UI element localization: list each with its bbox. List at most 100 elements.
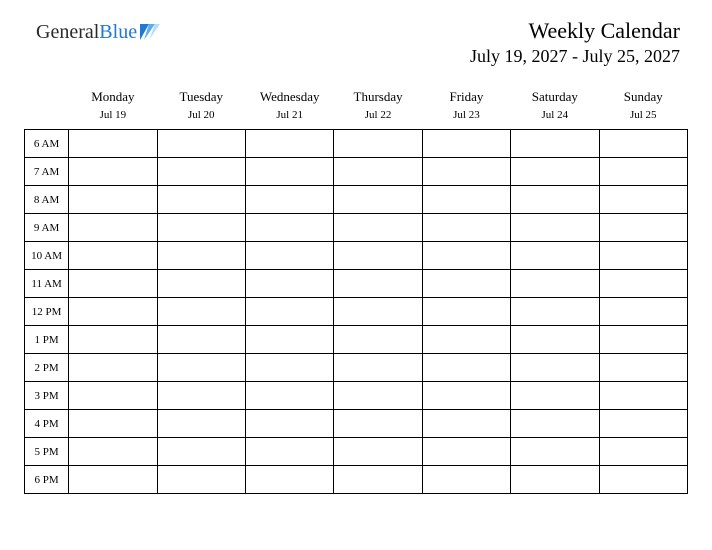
- time-slot[interactable]: [334, 354, 422, 382]
- time-slot[interactable]: [511, 382, 599, 410]
- time-slot[interactable]: [69, 270, 157, 298]
- time-slot[interactable]: [422, 382, 510, 410]
- time-slot[interactable]: [157, 242, 245, 270]
- time-slot[interactable]: [245, 214, 333, 242]
- time-slot[interactable]: [69, 326, 157, 354]
- time-slot[interactable]: [422, 270, 510, 298]
- time-slot[interactable]: [69, 158, 157, 186]
- day-name: Tuesday: [159, 89, 243, 105]
- time-slot[interactable]: [511, 130, 599, 158]
- time-slot[interactable]: [245, 298, 333, 326]
- time-slot[interactable]: [422, 326, 510, 354]
- hour-label: 8 AM: [25, 186, 69, 214]
- time-slot[interactable]: [334, 130, 422, 158]
- time-slot[interactable]: [511, 298, 599, 326]
- time-slot[interactable]: [511, 466, 599, 494]
- hour-row: 3 PM: [25, 382, 688, 410]
- time-slot[interactable]: [245, 270, 333, 298]
- time-slot[interactable]: [69, 186, 157, 214]
- time-slot[interactable]: [69, 354, 157, 382]
- time-slot[interactable]: [511, 186, 599, 214]
- time-slot[interactable]: [511, 158, 599, 186]
- time-slot[interactable]: [69, 242, 157, 270]
- time-slot[interactable]: [422, 214, 510, 242]
- time-slot[interactable]: [599, 298, 687, 326]
- time-slot[interactable]: [157, 270, 245, 298]
- time-slot[interactable]: [599, 158, 687, 186]
- time-slot[interactable]: [334, 326, 422, 354]
- time-slot[interactable]: [245, 158, 333, 186]
- time-slot[interactable]: [422, 438, 510, 466]
- time-slot[interactable]: [157, 354, 245, 382]
- time-slot[interactable]: [245, 326, 333, 354]
- time-slot[interactable]: [422, 298, 510, 326]
- time-slot[interactable]: [511, 438, 599, 466]
- time-slot[interactable]: [599, 326, 687, 354]
- time-slot[interactable]: [69, 130, 157, 158]
- time-slot[interactable]: [334, 382, 422, 410]
- time-slot[interactable]: [511, 242, 599, 270]
- time-slot[interactable]: [157, 438, 245, 466]
- time-slot[interactable]: [599, 466, 687, 494]
- time-slot[interactable]: [599, 242, 687, 270]
- time-slot[interactable]: [245, 186, 333, 214]
- time-slot[interactable]: [334, 298, 422, 326]
- time-slot[interactable]: [245, 354, 333, 382]
- time-slot[interactable]: [157, 130, 245, 158]
- time-slot[interactable]: [599, 382, 687, 410]
- time-slot[interactable]: [157, 410, 245, 438]
- time-slot[interactable]: [334, 214, 422, 242]
- hour-row: 7 AM: [25, 158, 688, 186]
- time-slot[interactable]: [69, 438, 157, 466]
- time-slot[interactable]: [157, 158, 245, 186]
- time-slot[interactable]: [599, 270, 687, 298]
- time-slot[interactable]: [157, 466, 245, 494]
- time-slot[interactable]: [334, 438, 422, 466]
- time-slot[interactable]: [599, 410, 687, 438]
- day-name: Friday: [424, 89, 508, 105]
- time-slot[interactable]: [157, 186, 245, 214]
- time-slot[interactable]: [422, 158, 510, 186]
- time-slot[interactable]: [69, 410, 157, 438]
- time-slot[interactable]: [422, 186, 510, 214]
- hour-row: 1 PM: [25, 326, 688, 354]
- time-slot[interactable]: [511, 270, 599, 298]
- time-slot[interactable]: [511, 326, 599, 354]
- time-slot[interactable]: [599, 186, 687, 214]
- time-slot[interactable]: [422, 242, 510, 270]
- time-slot[interactable]: [245, 130, 333, 158]
- time-slot[interactable]: [69, 382, 157, 410]
- time-slot[interactable]: [245, 242, 333, 270]
- time-slot[interactable]: [334, 466, 422, 494]
- time-slot[interactable]: [511, 354, 599, 382]
- time-slot[interactable]: [422, 354, 510, 382]
- time-slot[interactable]: [511, 214, 599, 242]
- time-slot[interactable]: [69, 214, 157, 242]
- time-slot[interactable]: [157, 214, 245, 242]
- time-slot[interactable]: [69, 466, 157, 494]
- time-slot[interactable]: [334, 158, 422, 186]
- time-slot[interactable]: [157, 326, 245, 354]
- day-date: Jul 21: [247, 109, 331, 121]
- time-slot[interactable]: [599, 130, 687, 158]
- time-slot[interactable]: [245, 438, 333, 466]
- time-slot[interactable]: [334, 410, 422, 438]
- time-slot[interactable]: [334, 270, 422, 298]
- time-slot[interactable]: [599, 354, 687, 382]
- time-slot[interactable]: [334, 186, 422, 214]
- hour-label: 9 AM: [25, 214, 69, 242]
- time-slot[interactable]: [599, 438, 687, 466]
- time-slot[interactable]: [334, 242, 422, 270]
- time-slot[interactable]: [511, 410, 599, 438]
- time-slot[interactable]: [69, 298, 157, 326]
- time-slot[interactable]: [245, 466, 333, 494]
- time-slot[interactable]: [422, 410, 510, 438]
- time-slot[interactable]: [245, 410, 333, 438]
- time-slot[interactable]: [157, 382, 245, 410]
- time-slot[interactable]: [245, 382, 333, 410]
- time-slot[interactable]: [422, 466, 510, 494]
- time-slot[interactable]: [157, 298, 245, 326]
- time-slot[interactable]: [422, 130, 510, 158]
- hour-label: 1 PM: [25, 326, 69, 354]
- time-slot[interactable]: [599, 214, 687, 242]
